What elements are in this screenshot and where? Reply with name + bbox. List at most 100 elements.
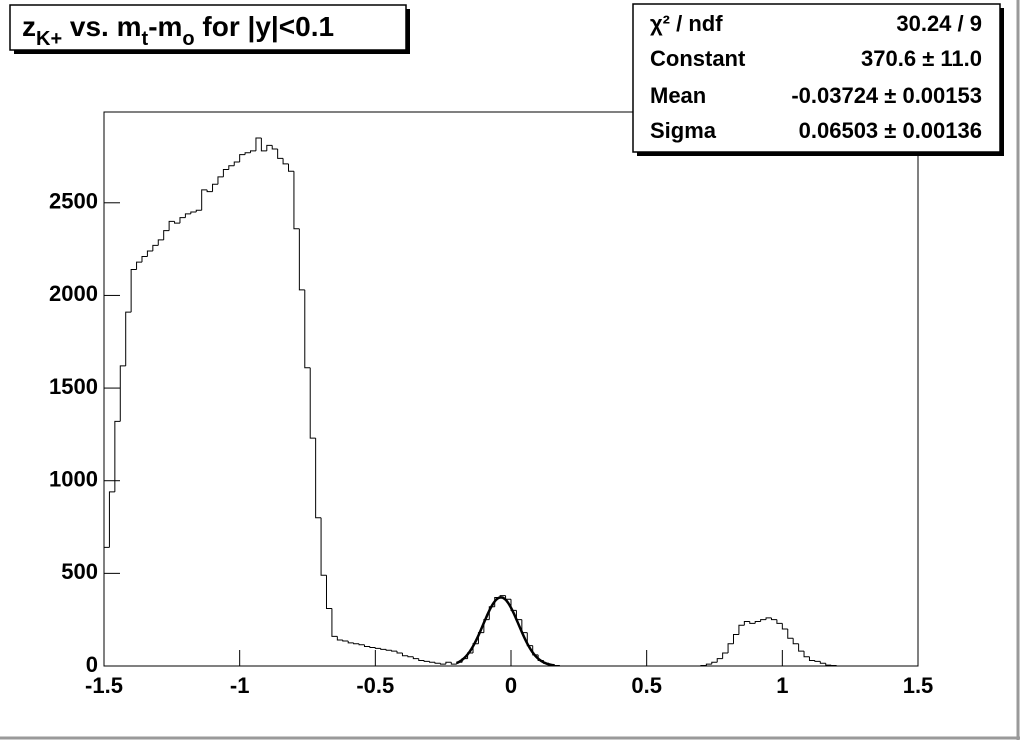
histogram-bin	[532, 645, 539, 656]
histogram-bin	[391, 650, 398, 652]
histogram-bin	[488, 606, 495, 620]
histogram-bin	[369, 646, 376, 648]
histogram-bin	[814, 660, 821, 662]
histogram-bin	[732, 634, 739, 644]
title-part: for |y|<0.1	[195, 11, 334, 42]
histogram-bin	[450, 662, 457, 665]
histogram-bin	[201, 189, 208, 211]
histogram-bin	[174, 221, 180, 224]
title-part: z	[22, 11, 36, 42]
histogram-bin	[293, 171, 300, 230]
x-tick-label: 1.5	[903, 673, 934, 698]
histogram-bin	[445, 661, 452, 665]
histogram-bin	[711, 661, 718, 665]
histogram-bin	[282, 158, 289, 165]
title-part: vs. m	[62, 11, 141, 42]
histogram-bin	[217, 176, 224, 185]
histogram-bin	[760, 619, 767, 622]
histogram-bin	[787, 628, 794, 639]
histogram-bin	[206, 189, 213, 193]
histogram-bin	[798, 643, 805, 652]
histogram-bin	[239, 154, 246, 163]
histogram-bin	[412, 656, 419, 660]
stats-label: Sigma	[650, 118, 717, 143]
y-tick-label: 1000	[49, 467, 98, 492]
chart-title: zK+ vs. mt-mo for |y|<0.1	[22, 11, 334, 50]
histogram-bin	[336, 636, 343, 641]
histogram-bin	[228, 165, 235, 170]
histogram-bin	[439, 663, 446, 665]
title-part: t	[142, 28, 149, 50]
title-part: K+	[36, 28, 62, 50]
histogram-bin	[179, 217, 186, 224]
histogram-bin	[325, 575, 332, 610]
title-part: o	[182, 28, 194, 50]
x-tick-label: 1	[776, 673, 788, 698]
histogram-bin	[743, 621, 750, 626]
histogram-bin	[114, 420, 121, 492]
y-tick-label: 1500	[49, 374, 98, 399]
histogram-bin	[385, 649, 392, 651]
histogram-bin	[315, 438, 322, 519]
histogram-bin	[152, 244, 159, 251]
x-tick-label: -0.5	[356, 673, 394, 698]
histogram-bin	[233, 161, 240, 166]
y-tick-label: 2000	[49, 281, 98, 306]
stats: χ² / ndf 30.24 / 9 Constant 370.6 ± 11.0 Mea…	[650, 11, 982, 143]
histogram-bin	[363, 644, 370, 648]
histogram-bin	[353, 642, 360, 645]
histogram-bin	[260, 137, 267, 152]
histogram-bin	[250, 150, 256, 153]
histogram-bin	[184, 213, 191, 218]
histogram-bin	[108, 491, 115, 548]
y-tick-label: 2500	[49, 189, 98, 214]
histogram-bin	[277, 149, 284, 159]
plot-frame	[103, 111, 919, 667]
histogram-bin	[136, 261, 142, 270]
histogram-bin	[358, 643, 365, 646]
histogram-bin	[266, 144, 273, 151]
histogram-bin	[423, 660, 430, 662]
histogram-bin	[309, 367, 316, 439]
plot-marks	[103, 137, 919, 667]
histogram-bin	[146, 250, 153, 257]
histogram-bin	[808, 656, 815, 661]
x-tick-label: -1.5	[85, 673, 123, 698]
title-box	[9, 4, 407, 51]
histogram-bin	[700, 664, 707, 666]
histogram-bin	[765, 617, 772, 620]
histogram-bin	[320, 517, 327, 576]
histogram-bin	[836, 665, 843, 667]
histogram-bin	[483, 619, 490, 633]
fit-curve	[456, 596, 555, 667]
histogram-bin	[776, 619, 783, 624]
stats-label: Constant	[650, 46, 746, 71]
histogram-bin	[803, 651, 810, 658]
histogram-bin	[407, 655, 414, 658]
histogram-bin	[304, 289, 311, 369]
stats-value: 370.6 ± 11.0	[861, 46, 982, 71]
histogram-bin	[342, 640, 349, 642]
histogram-bin	[244, 152, 251, 155]
histogram-bin	[119, 365, 126, 422]
stats-label: χ² / ndf	[650, 11, 723, 36]
histogram-bin	[380, 648, 387, 650]
stats-label: Mean	[650, 83, 706, 108]
stats-value: 0.06503 ± 0.00136	[799, 118, 982, 143]
histogram-bin	[716, 658, 723, 663]
histogram-bin	[792, 638, 799, 645]
x-tick-label: -1	[230, 673, 250, 698]
histogram-bin	[738, 624, 745, 635]
histogram-bin	[222, 168, 229, 177]
histogram-bin	[396, 651, 403, 654]
histogram-bin	[429, 661, 436, 663]
histogram-bin	[288, 163, 294, 172]
histogram-bin	[754, 621, 761, 624]
histogram-bin	[418, 658, 425, 661]
histogram-bin	[727, 643, 734, 654]
histogram-bin	[255, 137, 262, 151]
histogram-bin	[190, 211, 197, 214]
histogram-bin	[298, 228, 305, 291]
histogram-bin	[770, 617, 777, 621]
